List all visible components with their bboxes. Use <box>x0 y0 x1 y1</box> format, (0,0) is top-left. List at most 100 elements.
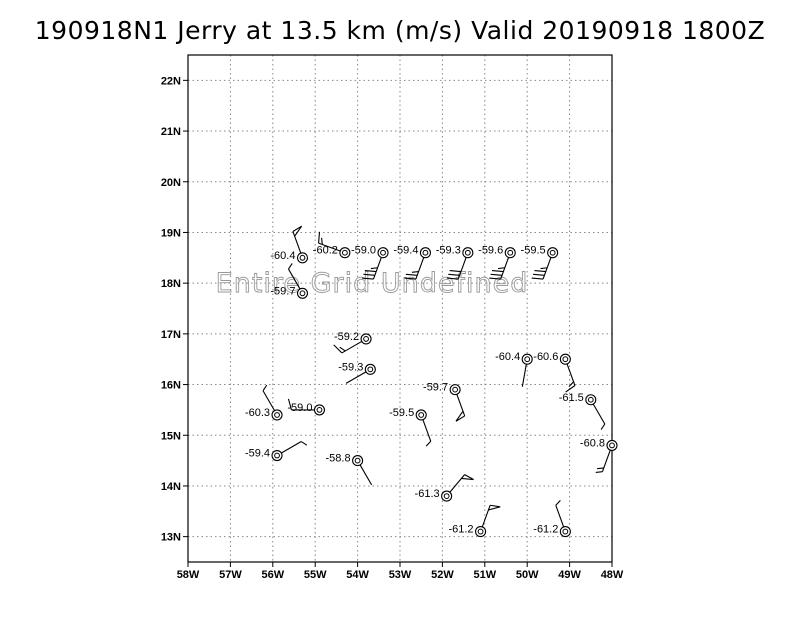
station-plot: -59.6 <box>478 245 516 280</box>
barb-full <box>446 277 459 280</box>
barb-half <box>370 267 378 270</box>
station-circle <box>419 247 431 259</box>
barb-shaft <box>292 231 302 254</box>
station-circle <box>521 353 533 365</box>
station-inner-circle <box>524 356 531 363</box>
station-value-label: -59.7 <box>423 382 448 394</box>
station-value-label: -61.3 <box>415 488 440 500</box>
station-circle <box>559 526 571 538</box>
station-value-label: -59.3 <box>338 361 363 373</box>
station-inner-circle <box>274 412 280 418</box>
y-tick-label: 21N <box>161 126 181 138</box>
station-inner-circle <box>341 249 348 256</box>
x-tick-label: 53W <box>389 569 412 581</box>
y-tick-label: 19N <box>161 227 181 239</box>
barb-full <box>531 277 544 280</box>
y-tick-label: 14N <box>161 481 181 493</box>
station-value-label: -59.3 <box>436 245 461 257</box>
barb-full <box>533 273 545 276</box>
station-plot: -59.7 <box>270 263 309 299</box>
station-circle <box>585 394 597 406</box>
station-circle <box>377 247 389 259</box>
barb-half <box>288 263 293 270</box>
y-tick-label: 13N <box>161 532 181 544</box>
station-circle <box>462 247 474 259</box>
y-tick-label: 22N <box>161 75 181 87</box>
station-inner-circle <box>418 412 425 418</box>
barb-shaft <box>281 441 302 454</box>
station-plot: -59.5 <box>389 407 432 447</box>
x-tick-label: 52W <box>431 569 454 581</box>
barb-half <box>339 346 346 352</box>
grid-lines <box>188 55 612 562</box>
station-value-label: -60.4 <box>270 250 295 262</box>
station-circle <box>313 404 325 416</box>
station-value-label: -59.2 <box>334 331 359 343</box>
station-value-label: -59.5 <box>389 407 414 419</box>
axis-ticks: 58W 57W 56W 55W 54W 53W 52W 51W 50W 49W 48W 13N 14N 1… <box>161 75 624 581</box>
station-circle <box>504 247 516 259</box>
barb-shaft <box>521 364 527 387</box>
station-plot: -59.0 <box>287 398 325 416</box>
station-inner-circle <box>363 336 369 342</box>
barb-half <box>498 267 505 270</box>
x-tick-label: 54W <box>346 569 369 581</box>
station-plot: -61.2 <box>533 500 571 538</box>
station-value-label: -59.0 <box>351 245 376 257</box>
x-tick-label: 56W <box>261 569 284 581</box>
station-value-label: -59.0 <box>287 402 312 414</box>
station-circle <box>547 247 559 259</box>
barb-flag <box>488 504 501 511</box>
barb-flag <box>461 474 474 481</box>
station-circle <box>296 287 309 299</box>
station-plot: -59.7 <box>423 382 466 422</box>
barb-full <box>565 385 576 393</box>
barb-half <box>568 381 574 388</box>
barb-full <box>405 273 418 276</box>
station-value-label: -59.7 <box>270 285 295 297</box>
barb-full <box>318 231 321 244</box>
barb-half <box>595 471 603 474</box>
x-tick-label: 50W <box>516 569 539 581</box>
barb-half <box>262 384 268 392</box>
station-value-label: -60.6 <box>533 351 558 363</box>
station-inner-circle <box>443 493 450 499</box>
barb-half <box>425 440 432 447</box>
station-plot: -58.8 <box>326 453 373 486</box>
barb-shaft <box>592 403 606 425</box>
station-circle <box>559 353 571 365</box>
station-value-label: -60.4 <box>495 351 520 363</box>
station-inner-circle <box>422 249 429 256</box>
station-circle <box>271 449 283 462</box>
barb-full <box>364 270 377 273</box>
barb-shaft <box>555 505 565 528</box>
barb-full <box>491 270 504 273</box>
barb-full <box>362 277 374 280</box>
barb-half <box>600 423 606 430</box>
barb-half <box>597 467 604 470</box>
chart-title: 190918N1 Jerry at 13.5 km (m/s) Valid 20… <box>34 16 766 45</box>
station-inner-circle <box>367 366 374 373</box>
barb-half <box>321 237 323 245</box>
y-tick-label: 16N <box>161 380 181 392</box>
station-inner-circle <box>299 290 306 297</box>
barb-full <box>449 270 462 273</box>
barb-full <box>363 273 375 276</box>
station-circle <box>296 252 309 264</box>
x-tick-label: 48W <box>601 569 624 581</box>
barb-flag <box>455 410 465 422</box>
barb-flag <box>292 225 303 237</box>
barb-shaft <box>262 390 276 411</box>
barb-full <box>489 277 501 280</box>
station-plot: -59.3 <box>436 245 474 280</box>
x-tick-label: 55W <box>304 569 327 581</box>
station-plot: -60.4 <box>270 225 309 264</box>
station-value-label: -59.4 <box>393 245 418 257</box>
barb-full <box>534 270 546 273</box>
station-circle <box>449 384 461 396</box>
barb-shaft <box>449 474 466 493</box>
y-tick-label: 20N <box>161 177 181 189</box>
station-inner-circle <box>562 528 569 535</box>
station-value-label: -60.2 <box>313 245 338 257</box>
station-inner-circle <box>507 249 514 256</box>
